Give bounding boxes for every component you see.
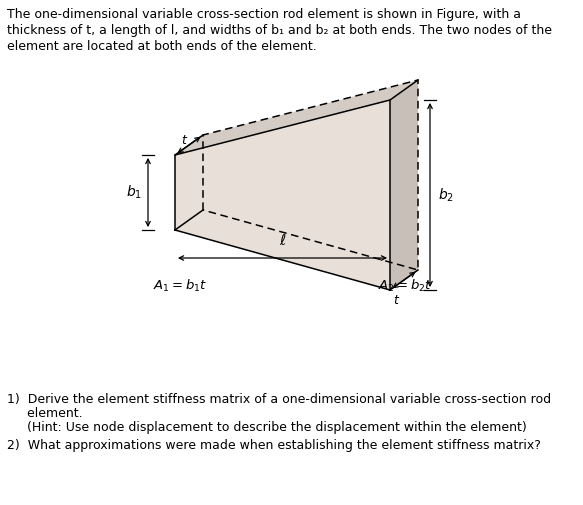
Text: $A_2= b_2t$: $A_2= b_2t$ (378, 278, 432, 294)
Text: The one-dimensional variable cross-section rod element is shown in Figure, with : The one-dimensional variable cross-secti… (7, 8, 521, 21)
Text: 1)  Derive the element stiffness matrix of a one-dimensional variable cross-sect: 1) Derive the element stiffness matrix o… (7, 393, 551, 406)
Text: $t$: $t$ (181, 134, 188, 147)
Text: element are located at both ends of the element.: element are located at both ends of the … (7, 40, 317, 53)
Text: 2)  What approximations were made when establishing the element stiffness matrix: 2) What approximations were made when es… (7, 439, 541, 452)
Text: thickness of t, a length of l, and widths of b₁ and b₂ at both ends. The two nod: thickness of t, a length of l, and width… (7, 24, 552, 37)
Text: (Hint: Use node displacement to describe the displacement within the element): (Hint: Use node displacement to describe… (7, 421, 527, 434)
Text: $\ell$: $\ell$ (279, 233, 286, 248)
Text: element.: element. (7, 407, 83, 420)
Text: $A_1= b_1t$: $A_1= b_1t$ (153, 278, 208, 294)
Text: $t$: $t$ (393, 294, 401, 307)
Polygon shape (175, 100, 390, 290)
Text: $b_1$: $b_1$ (126, 184, 142, 201)
Text: $b_2$: $b_2$ (438, 186, 454, 204)
Polygon shape (390, 80, 418, 290)
Polygon shape (175, 80, 418, 155)
